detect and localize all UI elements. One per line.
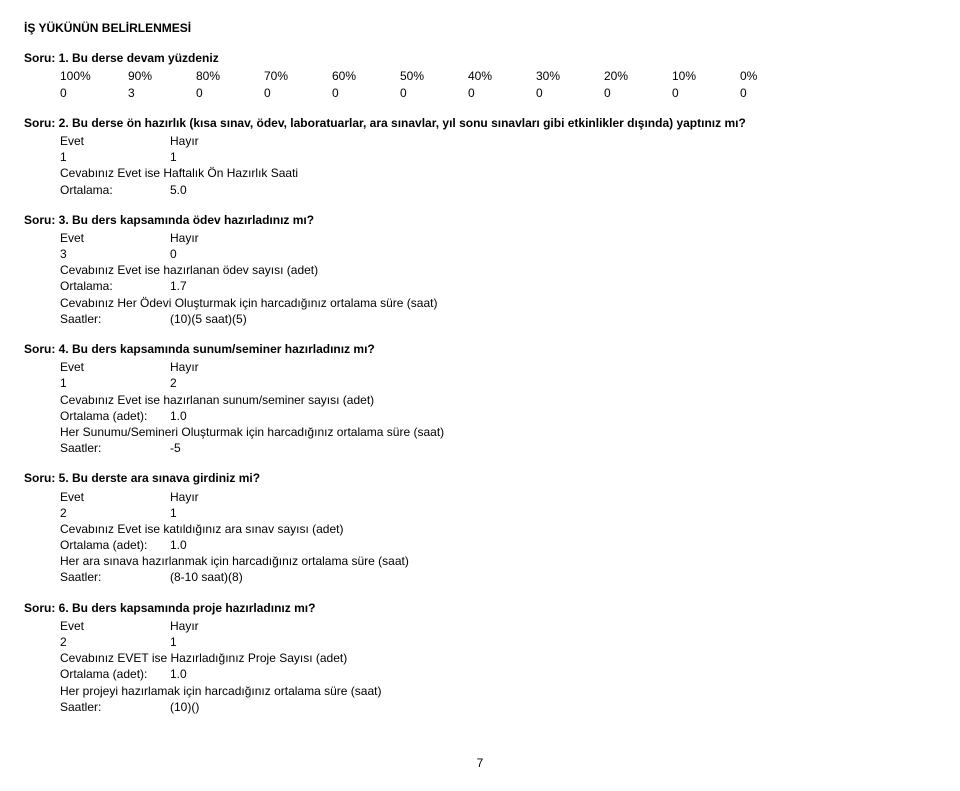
q4-eh-header: Evet Hayır: [60, 359, 936, 375]
q4-evet-val: 1: [60, 375, 170, 391]
q5-evet-label: Evet: [60, 489, 170, 505]
page-header: İŞ YÜKÜNÜN BELİRLENMESİ: [24, 20, 936, 36]
q3-saatler: Saatler: (10)(5 saat)(5): [60, 311, 936, 327]
q4-saat-val: -5: [170, 440, 181, 456]
q1-col-3: 70%: [264, 68, 332, 84]
q6-ort-key: Ortalama (adet):: [60, 666, 170, 682]
q6-ortalama: Ortalama (adet): 1.0: [60, 666, 936, 682]
q5-evet-val: 2: [60, 505, 170, 521]
q6-ort-val: 1.0: [170, 666, 187, 682]
q3-saat-val: (10)(5 saat)(5): [170, 311, 247, 327]
q1-val-7: 0: [536, 85, 604, 101]
q6-title: Soru: 6. Bu ders kapsamında proje hazırl…: [24, 600, 936, 616]
page-number: 7: [24, 755, 936, 771]
q5-ort-val: 1.0: [170, 537, 187, 553]
q6-eh-values: 2 1: [60, 634, 936, 650]
q4-saatler: Saatler: -5: [60, 440, 936, 456]
q5-saatler: Saatler: (8-10 saat)(8): [60, 569, 936, 585]
q5-ortalama: Ortalama (adet): 1.0: [60, 537, 936, 553]
q1-header-row: 100% 90% 80% 70% 60% 50% 40% 30% 20% 10%…: [60, 68, 936, 84]
q1-value-row: 0 3 0 0 0 0 0 0 0 0 0: [60, 85, 936, 101]
q3-evet-label: Evet: [60, 230, 170, 246]
q5-line2: Her ara sınava hazırlanmak için harcadığ…: [60, 553, 936, 569]
q1-col-6: 40%: [468, 68, 536, 84]
q1-col-4: 60%: [332, 68, 400, 84]
q4-saat-key: Saatler:: [60, 440, 170, 456]
q3-ort-key: Ortalama:: [60, 278, 170, 294]
q2-evet-label: Evet: [60, 133, 170, 149]
q6-line1: Cevabınız EVET ise Hazırladığınız Proje …: [60, 650, 936, 666]
q4-ortalama: Ortalama (adet): 1.0: [60, 408, 936, 424]
q4-eh-values: 1 2: [60, 375, 936, 391]
q5-ort-key: Ortalama (adet):: [60, 537, 170, 553]
q2-line1: Cevabınız Evet ise Haftalık Ön Hazırlık …: [60, 165, 936, 181]
q2-title: Soru: 2. Bu derse ön hazırlık (kısa sına…: [24, 115, 936, 131]
q4-hayir-label: Hayır: [170, 359, 280, 375]
q2-ort-val: 5.0: [170, 182, 187, 198]
q1-val-2: 0: [196, 85, 264, 101]
q1-val-5: 0: [400, 85, 468, 101]
q1-val-0: 0: [60, 85, 128, 101]
q1-col-10: 0%: [740, 68, 808, 84]
q2-hayir-val: 1: [170, 149, 280, 165]
q4-title: Soru: 4. Bu ders kapsamında sunum/semine…: [24, 341, 936, 357]
q4-line2: Her Sunumu/Semineri Oluşturmak için harc…: [60, 424, 936, 440]
q3-evet-val: 3: [60, 246, 170, 262]
q1-val-3: 0: [264, 85, 332, 101]
q5-hayir-val: 1: [170, 505, 280, 521]
q3-ortalama: Ortalama: 1.7: [60, 278, 936, 294]
q1-col-5: 50%: [400, 68, 468, 84]
q1-col-8: 20%: [604, 68, 672, 84]
q6-line2: Her projeyi hazırlamak için harcadığınız…: [60, 683, 936, 699]
q1-col-2: 80%: [196, 68, 264, 84]
q4-ort-key: Ortalama (adet):: [60, 408, 170, 424]
q5-line1: Cevabınız Evet ise katıldığınız ara sına…: [60, 521, 936, 537]
q4-ort-val: 1.0: [170, 408, 187, 424]
q6-hayir-val: 1: [170, 634, 280, 650]
q5-saat-key: Saatler:: [60, 569, 170, 585]
q1-col-0: 100%: [60, 68, 128, 84]
q4-hayir-val: 2: [170, 375, 280, 391]
q1-val-9: 0: [672, 85, 740, 101]
q3-title: Soru: 3. Bu ders kapsamında ödev hazırla…: [24, 212, 936, 228]
q2-eh-header: Evet Hayır: [60, 133, 936, 149]
q3-hayir-label: Hayır: [170, 230, 280, 246]
q1-val-4: 0: [332, 85, 400, 101]
q3-saat-key: Saatler:: [60, 311, 170, 327]
q2-evet-val: 1: [60, 149, 170, 165]
q1-col-9: 10%: [672, 68, 740, 84]
q2-eh-values: 1 1: [60, 149, 936, 165]
q3-line1: Cevabınız Evet ise hazırlanan ödev sayıs…: [60, 262, 936, 278]
q1-col-1: 90%: [128, 68, 196, 84]
q2-ortalama: Ortalama: 5.0: [60, 182, 936, 198]
q6-eh-header: Evet Hayır: [60, 618, 936, 634]
q3-line2: Cevabınız Her Ödevi Oluşturmak için harc…: [60, 295, 936, 311]
q3-ort-val: 1.7: [170, 278, 187, 294]
q6-saat-key: Saatler:: [60, 699, 170, 715]
q6-saat-val: (10)(): [170, 699, 199, 715]
q5-saat-val: (8-10 saat)(8): [170, 569, 243, 585]
q6-evet-val: 2: [60, 634, 170, 650]
q1-val-6: 0: [468, 85, 536, 101]
q4-evet-label: Evet: [60, 359, 170, 375]
q1-col-7: 30%: [536, 68, 604, 84]
q3-eh-values: 3 0: [60, 246, 936, 262]
q2-hayir-label: Hayır: [170, 133, 280, 149]
q6-hayir-label: Hayır: [170, 618, 280, 634]
q5-hayir-label: Hayır: [170, 489, 280, 505]
q6-saatler: Saatler: (10)(): [60, 699, 936, 715]
q2-ort-key: Ortalama:: [60, 182, 170, 198]
q5-title: Soru: 5. Bu derste ara sınava girdiniz m…: [24, 470, 936, 486]
q6-evet-label: Evet: [60, 618, 170, 634]
q5-eh-header: Evet Hayır: [60, 489, 936, 505]
q1-val-8: 0: [604, 85, 672, 101]
q3-hayir-val: 0: [170, 246, 280, 262]
q4-line1: Cevabınız Evet ise hazırlanan sunum/semi…: [60, 392, 936, 408]
q1-val-10: 0: [740, 85, 808, 101]
q3-eh-header: Evet Hayır: [60, 230, 936, 246]
q1-val-1: 3: [128, 85, 196, 101]
q5-eh-values: 2 1: [60, 505, 936, 521]
q1-title: Soru: 1. Bu derse devam yüzdeniz: [24, 50, 936, 66]
